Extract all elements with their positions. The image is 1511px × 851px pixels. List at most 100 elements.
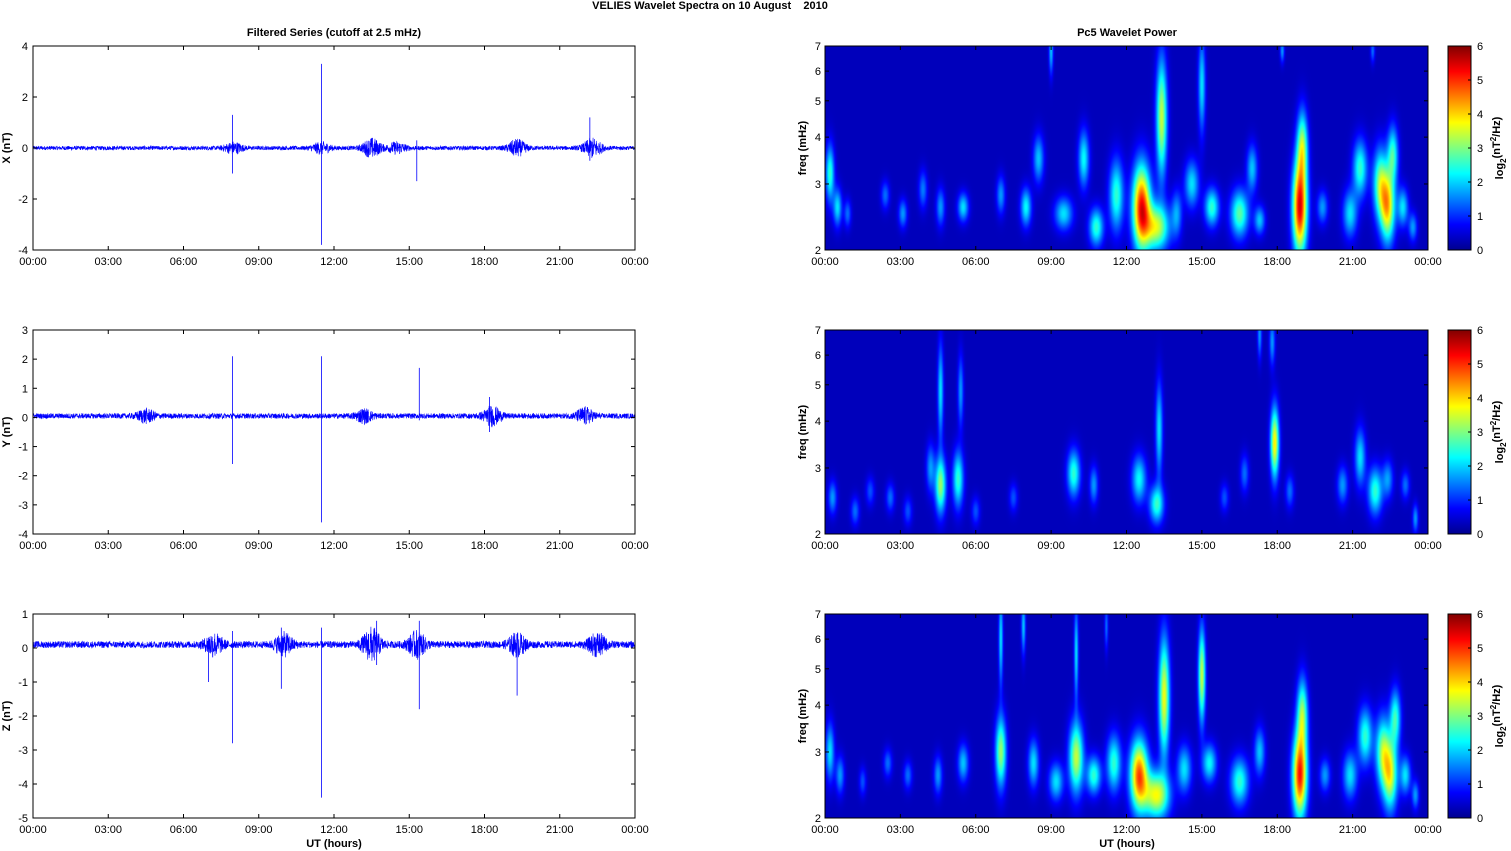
series-xtick-label: 09:00 xyxy=(245,540,273,552)
colorbar-tick-label: 1 xyxy=(1477,211,1483,223)
ytick-label: -4 xyxy=(18,529,28,541)
series-line xyxy=(32,405,636,428)
ytick-label: 4 xyxy=(815,132,821,144)
ytick-label: 6 xyxy=(815,66,821,78)
right-column-title: Pc5 Wavelet Power xyxy=(1077,27,1178,39)
wavelet-xtick-label: 00:00 xyxy=(811,824,839,836)
ytick-label: 4 xyxy=(22,41,28,53)
series-xtick-label: 09:00 xyxy=(245,824,273,836)
left-xlabel: UT (hours) xyxy=(306,838,362,850)
series-xtick-label: 00:00 xyxy=(19,256,47,268)
ytick-label: -1 xyxy=(18,442,28,454)
ytick-label: 7 xyxy=(815,325,821,337)
ytick-label: 5 xyxy=(815,96,821,108)
colorbar-gradient xyxy=(1447,613,1472,819)
colorbar-label-part: (nT xyxy=(1491,141,1503,158)
colorbar-label-part: log xyxy=(1494,731,1506,748)
wavelet-xtick-label: 00:00 xyxy=(811,256,839,268)
ytick-label: 7 xyxy=(815,41,821,53)
series-xtick-label: 00:00 xyxy=(19,824,47,836)
wavelet-heatmap xyxy=(825,46,1428,250)
colorbar-tick-label: 0 xyxy=(1477,813,1483,825)
ytick-label: 4 xyxy=(815,700,821,712)
colorbar-label-part: 2 xyxy=(1489,136,1498,141)
ytick-label: 5 xyxy=(815,380,821,392)
colorbar-label-part: 2 xyxy=(1489,704,1498,709)
wavelet-xtick-label: 15:00 xyxy=(1188,540,1216,552)
series-panel-y: -4 -3 -2 -1 0 1 2 3 00:00 03:00 06:00 09:00 12:00 15:… xyxy=(1,325,649,552)
ytick-label: 0 xyxy=(22,143,28,155)
ytick-label: -2 xyxy=(18,194,28,206)
wavelet-xtick-label: 00:00 xyxy=(811,540,839,552)
wavelet-xtick-label: 00:00 xyxy=(1414,540,1442,552)
wavelet-xtick-label: 06:00 xyxy=(962,540,990,552)
plot-area xyxy=(33,330,635,534)
colorbar-tick-label: 3 xyxy=(1477,427,1483,439)
series-xtick-label: 12:00 xyxy=(320,256,348,268)
colorbar-tick-label: 3 xyxy=(1477,711,1483,723)
colorbar-tick-label: 6 xyxy=(1477,41,1483,53)
colorbar-tick-label: 2 xyxy=(1477,177,1483,189)
wavelet-xtick-label: 09:00 xyxy=(1037,256,1065,268)
ytick-label: 5 xyxy=(815,664,821,676)
colorbar-tick-label: 4 xyxy=(1477,393,1483,405)
wavelet-xtick-label: 21:00 xyxy=(1339,256,1367,268)
series-xtick-label: 21:00 xyxy=(546,540,574,552)
series-xtick-label: 18:00 xyxy=(471,540,499,552)
colorbar-tick-label: 0 xyxy=(1477,245,1483,257)
ytick-label: 4 xyxy=(815,416,821,428)
ytick-label: 2 xyxy=(815,245,821,257)
ytick-label: -4 xyxy=(18,779,28,791)
ytick-label: -2 xyxy=(18,471,28,483)
colorbar-tick-label: 5 xyxy=(1477,643,1483,655)
wavelet-panel-y: 2 3 4 5 6 7 00:00 03:00 06:00 09:00 12:00 15:00 18:0… xyxy=(797,325,1508,552)
wavelet-xtick-label: 00:00 xyxy=(1414,824,1442,836)
wavelet-xtick-label: 03:00 xyxy=(887,824,915,836)
series-xtick-label: 12:00 xyxy=(320,540,348,552)
wavelet-xtick-label: 18:00 xyxy=(1263,256,1291,268)
series-xtick-label: 21:00 xyxy=(546,824,574,836)
ytick-label: 0 xyxy=(22,412,28,424)
panels: -4 -2 0 2 4 00:00 03:00 06:00 09:00 12:00 15:00 18:… xyxy=(1,41,1508,836)
wavelet-xtick-label: 09:00 xyxy=(1037,824,1065,836)
colorbar-label-part: /Hz) xyxy=(1491,400,1503,421)
series-xtick-label: 03:00 xyxy=(94,824,122,836)
series-xtick-label: 15:00 xyxy=(395,256,423,268)
wavelet-xtick-label: 03:00 xyxy=(887,540,915,552)
ytick-label: 6 xyxy=(815,634,821,646)
ytick-label: 3 xyxy=(815,179,821,191)
wavelet-ylabel: freq (mHz) xyxy=(797,688,809,743)
colorbar-tick-label: 6 xyxy=(1477,325,1483,337)
ytick-label: 3 xyxy=(22,325,28,337)
colorbar-tick-label: 4 xyxy=(1477,109,1483,121)
series-xtick-label: 18:00 xyxy=(471,256,499,268)
ytick-label: -5 xyxy=(18,813,28,825)
series-xtick-label: 03:00 xyxy=(94,540,122,552)
ytick-label: 2 xyxy=(22,354,28,366)
colorbar-label: log2(nT2/Hz) xyxy=(1489,400,1508,463)
series-panel-x: -4 -2 0 2 4 00:00 03:00 06:00 09:00 12:00 15:00 18:… xyxy=(1,41,649,268)
colorbar-tick-label: 2 xyxy=(1477,461,1483,473)
ytick-label: 0 xyxy=(22,643,28,655)
ytick-label: 1 xyxy=(22,609,28,621)
left-column-title: Filtered Series (cutoff at 2.5 mHz) xyxy=(247,27,422,39)
colorbar-label-part: 2 xyxy=(1499,158,1508,163)
wavelet-xtick-label: 06:00 xyxy=(962,256,990,268)
series-xtick-label: 00:00 xyxy=(621,540,649,552)
wavelet-ylabel: freq (mHz) xyxy=(797,404,809,459)
ytick-label: 2 xyxy=(815,529,821,541)
colorbar-tick-label: 1 xyxy=(1477,779,1483,791)
series-xtick-label: 06:00 xyxy=(170,256,198,268)
series-line xyxy=(32,137,636,158)
wavelet-panel-x: 2 3 4 5 6 7 00:00 03:00 06:00 09:00 12:00 15:00 18:0… xyxy=(797,41,1508,268)
ytick-label: 2 xyxy=(815,813,821,825)
colorbar-label-part: (nT xyxy=(1491,709,1503,726)
wavelet-xtick-label: 21:00 xyxy=(1339,540,1367,552)
colorbar-tick-label: 6 xyxy=(1477,609,1483,621)
series-xtick-label: 06:00 xyxy=(170,824,198,836)
colorbar-label: log2(nT2/Hz) xyxy=(1489,116,1508,179)
right-xlabel: UT (hours) xyxy=(1099,838,1155,850)
